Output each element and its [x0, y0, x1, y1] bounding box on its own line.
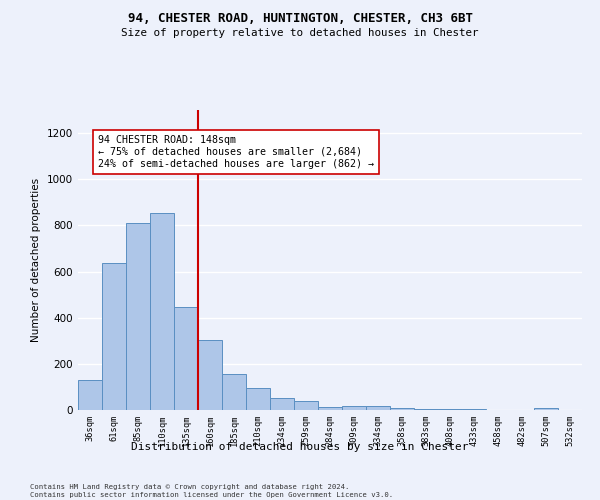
Bar [438, 409, 462, 410]
Text: 94, CHESTER ROAD, HUNTINGTON, CHESTER, CH3 6BT: 94, CHESTER ROAD, HUNTINGTON, CHESTER, C… [128, 12, 473, 26]
Text: Contains HM Land Registry data © Crown copyright and database right 2024.
Contai: Contains HM Land Registry data © Crown c… [30, 484, 393, 498]
Bar [222, 374, 246, 410]
Text: Distribution of detached houses by size in Chester: Distribution of detached houses by size … [131, 442, 469, 452]
Bar [534, 408, 558, 410]
Bar [366, 406, 390, 410]
Bar [318, 406, 342, 410]
Bar [78, 380, 102, 410]
Bar [126, 223, 150, 410]
Bar [246, 388, 270, 410]
Bar [414, 409, 438, 410]
Y-axis label: Number of detached properties: Number of detached properties [31, 178, 41, 342]
Bar [174, 308, 198, 410]
Bar [102, 264, 126, 410]
Text: Size of property relative to detached houses in Chester: Size of property relative to detached ho… [121, 28, 479, 38]
Bar [462, 409, 486, 410]
Bar [390, 408, 414, 410]
Bar [198, 340, 222, 410]
Text: 94 CHESTER ROAD: 148sqm
← 75% of detached houses are smaller (2,684)
24% of semi: 94 CHESTER ROAD: 148sqm ← 75% of detache… [98, 136, 374, 168]
Bar [270, 398, 294, 410]
Bar [294, 401, 318, 410]
Bar [342, 406, 366, 410]
Bar [150, 212, 174, 410]
